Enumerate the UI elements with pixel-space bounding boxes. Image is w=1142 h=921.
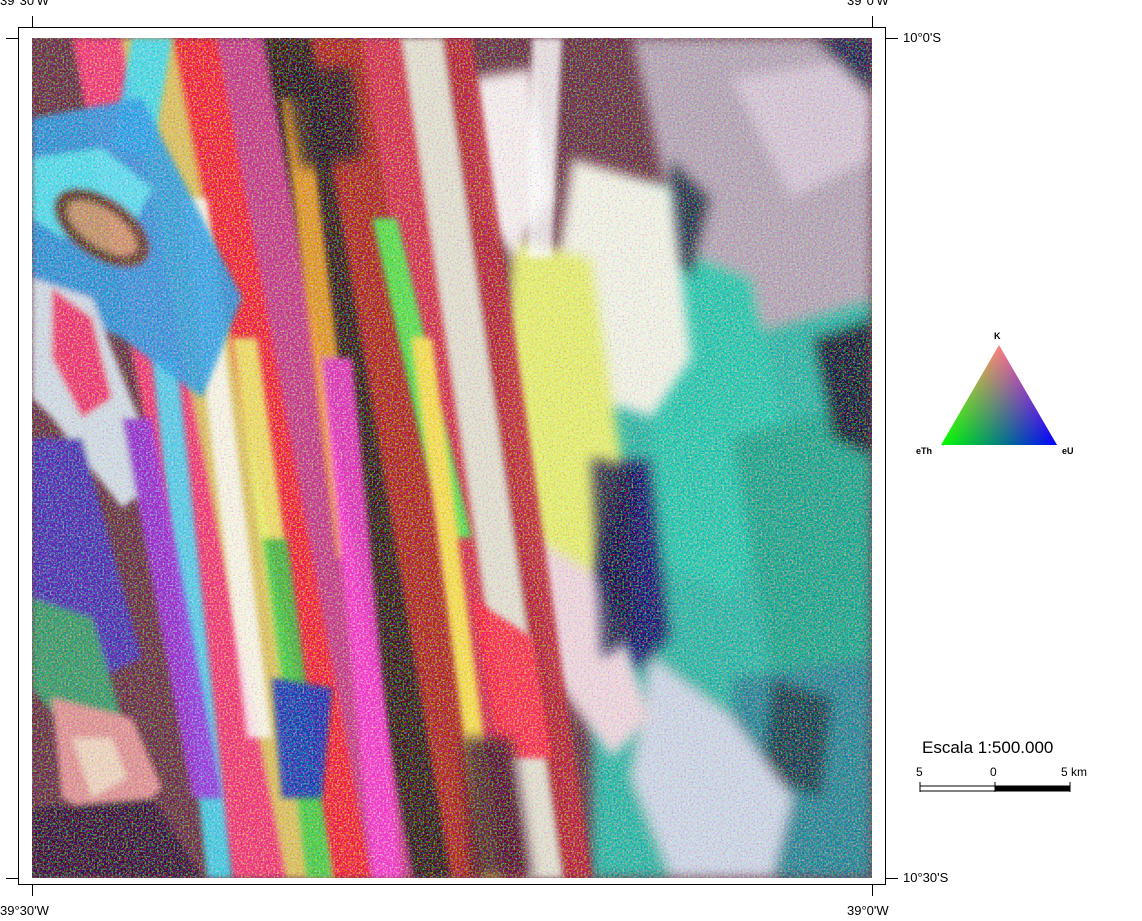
coord-right-top: 10°0'S bbox=[903, 30, 942, 45]
tick-left-bottom bbox=[6, 878, 18, 879]
scale-right-label: 5 km bbox=[1061, 765, 1088, 779]
coord-right-bottom: 10°30'S bbox=[903, 870, 949, 885]
scale-center-label: 0 bbox=[990, 765, 997, 779]
legend-eth-label: eTh bbox=[916, 446, 933, 456]
tick-left-top bbox=[6, 38, 18, 39]
ternary-legend: K eTh eU bbox=[912, 328, 1082, 463]
coord-bottom-right: 39°0'W bbox=[847, 903, 889, 918]
coord-bottom-left: 39°30'W bbox=[0, 903, 49, 918]
tick-bottom-left bbox=[32, 885, 33, 896]
tick-right-top bbox=[886, 38, 898, 39]
scale-title: Escala 1:500.000 bbox=[922, 738, 1054, 757]
ternary-radiometric-map[interactable] bbox=[32, 38, 872, 878]
tick-bottom-right bbox=[872, 885, 873, 896]
legend-eu-label: eU bbox=[1062, 446, 1074, 456]
tick-right-bottom bbox=[886, 878, 898, 879]
ternary-triangle bbox=[941, 345, 1057, 445]
tick-top-right bbox=[872, 16, 873, 27]
coord-top-left: 39°30'W bbox=[0, 0, 49, 8]
coord-top-right: 39°0'W bbox=[847, 0, 889, 8]
legend-k-label: K bbox=[994, 331, 1001, 341]
scale-left-label: 5 bbox=[916, 765, 923, 779]
scale-bar bbox=[919, 782, 1071, 792]
tick-top-left bbox=[32, 16, 33, 27]
